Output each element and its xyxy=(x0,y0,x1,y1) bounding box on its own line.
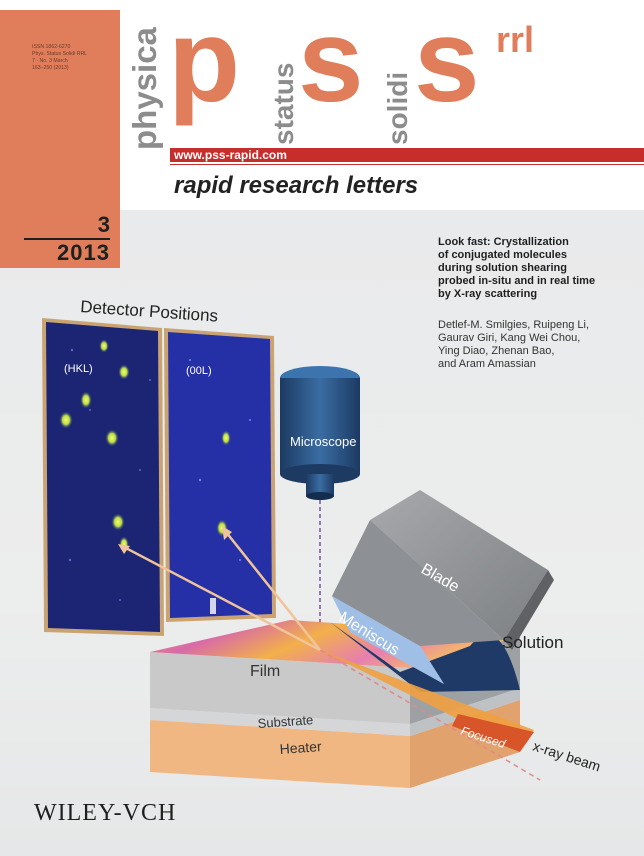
heater-label: Heater xyxy=(279,738,322,757)
logo-letter-p: p xyxy=(168,0,241,127)
publisher-logo: WILEY-VCH xyxy=(34,800,177,826)
experiment-illustration: Detector Positions (HKL) (00L) xyxy=(42,297,603,788)
issue-number: 3 xyxy=(97,212,110,237)
microscope-label: Microscope xyxy=(290,434,356,449)
journal-url[interactable]: www.pss-rapid.com xyxy=(174,148,287,162)
article-authors: Detlef-M. Smilgies, Ruipeng Li, Gaurav G… xyxy=(438,319,590,370)
panel-label-00l: (00L) xyxy=(186,365,212,377)
film-label: Film xyxy=(250,663,280,680)
panel-label-hkl: (HKL) xyxy=(64,363,93,375)
detector-title: Detector Positions xyxy=(80,297,219,326)
logo-letter-s: s xyxy=(298,0,364,127)
scattered-ray-00l xyxy=(225,531,321,651)
word-status: status xyxy=(268,62,299,145)
beam-label: x-ray beam xyxy=(531,738,603,775)
issue-divider xyxy=(24,238,110,240)
article-title: Look fast: Crystallization of conjugated… xyxy=(438,236,596,300)
arrowhead-00l xyxy=(222,526,232,540)
logo-rrl: rrl xyxy=(496,19,535,60)
scattered-ray-hkl xyxy=(121,544,321,652)
substrate-label: Substrate xyxy=(257,712,314,731)
sample-stage xyxy=(150,620,520,788)
blade-assembly xyxy=(330,490,554,692)
issn-info: ISSN 1862-6270 Phys. Status Solidi RRL 7… xyxy=(32,44,88,71)
url-bar xyxy=(170,148,644,162)
issue-year: 2013 xyxy=(57,240,110,265)
solution-label: Solution xyxy=(502,633,563,652)
journal-subtitle: rapid research letters xyxy=(174,172,419,199)
arrowhead-hkl xyxy=(118,544,130,554)
word-physica: physica xyxy=(126,27,163,150)
detector-panel-right xyxy=(164,328,276,622)
transmitted-beam xyxy=(319,649,541,781)
masthead-rule xyxy=(170,164,644,165)
detector-panel-left xyxy=(42,318,164,636)
logo-letter-s-second: s xyxy=(414,0,480,127)
word-solidi: solidi xyxy=(382,71,413,145)
xray-beam-focus xyxy=(452,714,534,752)
issue-sidebar xyxy=(0,10,120,268)
microscope xyxy=(280,366,360,500)
